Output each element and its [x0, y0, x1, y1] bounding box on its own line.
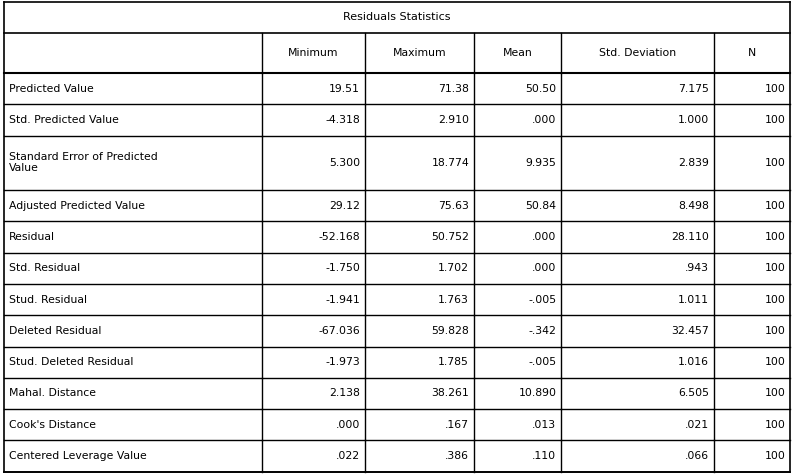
Text: .013: .013 — [532, 420, 557, 430]
Text: 100: 100 — [765, 115, 785, 125]
Text: .110: .110 — [532, 451, 557, 461]
Text: 100: 100 — [765, 451, 785, 461]
Text: 100: 100 — [765, 389, 785, 399]
Text: -.342: -.342 — [529, 326, 557, 336]
Text: 29.12: 29.12 — [329, 201, 360, 211]
Text: 1.785: 1.785 — [438, 357, 469, 367]
Text: N: N — [748, 48, 756, 58]
Text: Cook's Distance: Cook's Distance — [9, 420, 96, 430]
Text: Centered Leverage Value: Centered Leverage Value — [9, 451, 146, 461]
Text: 10.890: 10.890 — [518, 389, 557, 399]
Text: Std. Deviation: Std. Deviation — [599, 48, 676, 58]
Text: .021: .021 — [685, 420, 709, 430]
Text: Predicted Value: Predicted Value — [9, 83, 94, 93]
Text: 50.84: 50.84 — [526, 201, 557, 211]
Text: 100: 100 — [765, 295, 785, 305]
Text: 2.910: 2.910 — [438, 115, 469, 125]
Text: 100: 100 — [765, 357, 785, 367]
Text: Residual: Residual — [9, 232, 55, 242]
Text: Value: Value — [9, 164, 39, 173]
Text: 2.138: 2.138 — [329, 389, 360, 399]
Text: 100: 100 — [765, 201, 785, 211]
Text: -1.750: -1.750 — [325, 264, 360, 273]
Text: .000: .000 — [532, 264, 557, 273]
Text: 6.505: 6.505 — [678, 389, 709, 399]
Text: 18.774: 18.774 — [431, 158, 469, 168]
Text: -.005: -.005 — [528, 357, 557, 367]
Text: 19.51: 19.51 — [329, 83, 360, 93]
Text: .000: .000 — [336, 420, 360, 430]
Text: 1.000: 1.000 — [678, 115, 709, 125]
Text: .943: .943 — [685, 264, 709, 273]
Text: Stud. Deleted Residual: Stud. Deleted Residual — [9, 357, 133, 367]
Text: 32.457: 32.457 — [672, 326, 709, 336]
Text: Std. Residual: Std. Residual — [9, 264, 80, 273]
Text: 75.63: 75.63 — [438, 201, 469, 211]
Text: Mean: Mean — [503, 48, 533, 58]
Text: 38.261: 38.261 — [431, 389, 469, 399]
Text: Deleted Residual: Deleted Residual — [9, 326, 101, 336]
Text: 50.50: 50.50 — [526, 83, 557, 93]
Text: 5.300: 5.300 — [329, 158, 360, 168]
Text: -1.941: -1.941 — [326, 295, 360, 305]
Text: Standard Error of Predicted: Standard Error of Predicted — [9, 153, 157, 163]
Text: -4.318: -4.318 — [326, 115, 360, 125]
Text: Minimum: Minimum — [288, 48, 338, 58]
Text: 100: 100 — [765, 420, 785, 430]
Text: 50.752: 50.752 — [431, 232, 469, 242]
Text: 1.011: 1.011 — [678, 295, 709, 305]
Text: .000: .000 — [532, 232, 557, 242]
Text: Std. Predicted Value: Std. Predicted Value — [9, 115, 118, 125]
Text: .167: .167 — [445, 420, 469, 430]
Text: 100: 100 — [765, 158, 785, 168]
Text: 100: 100 — [765, 264, 785, 273]
Text: -.005: -.005 — [528, 295, 557, 305]
Text: Stud. Residual: Stud. Residual — [9, 295, 87, 305]
Text: 2.839: 2.839 — [678, 158, 709, 168]
Text: Residuals Statistics: Residuals Statistics — [343, 12, 451, 22]
Text: .000: .000 — [532, 115, 557, 125]
Text: 1.763: 1.763 — [438, 295, 469, 305]
Text: 9.935: 9.935 — [526, 158, 557, 168]
Text: 59.828: 59.828 — [431, 326, 469, 336]
Text: .066: .066 — [685, 451, 709, 461]
Text: Adjusted Predicted Value: Adjusted Predicted Value — [9, 201, 145, 211]
Text: 100: 100 — [765, 83, 785, 93]
Text: Maximum: Maximum — [392, 48, 446, 58]
Text: 71.38: 71.38 — [438, 83, 469, 93]
Text: 100: 100 — [765, 232, 785, 242]
Text: Mahal. Distance: Mahal. Distance — [9, 389, 96, 399]
Text: .386: .386 — [445, 451, 469, 461]
Text: -1.973: -1.973 — [326, 357, 360, 367]
Text: 28.110: 28.110 — [672, 232, 709, 242]
Text: 8.498: 8.498 — [678, 201, 709, 211]
Text: 1.702: 1.702 — [438, 264, 469, 273]
Text: -67.036: -67.036 — [318, 326, 360, 336]
Text: 1.016: 1.016 — [678, 357, 709, 367]
Text: .022: .022 — [336, 451, 360, 461]
Text: 100: 100 — [765, 326, 785, 336]
Text: -52.168: -52.168 — [318, 232, 360, 242]
Text: 7.175: 7.175 — [678, 83, 709, 93]
